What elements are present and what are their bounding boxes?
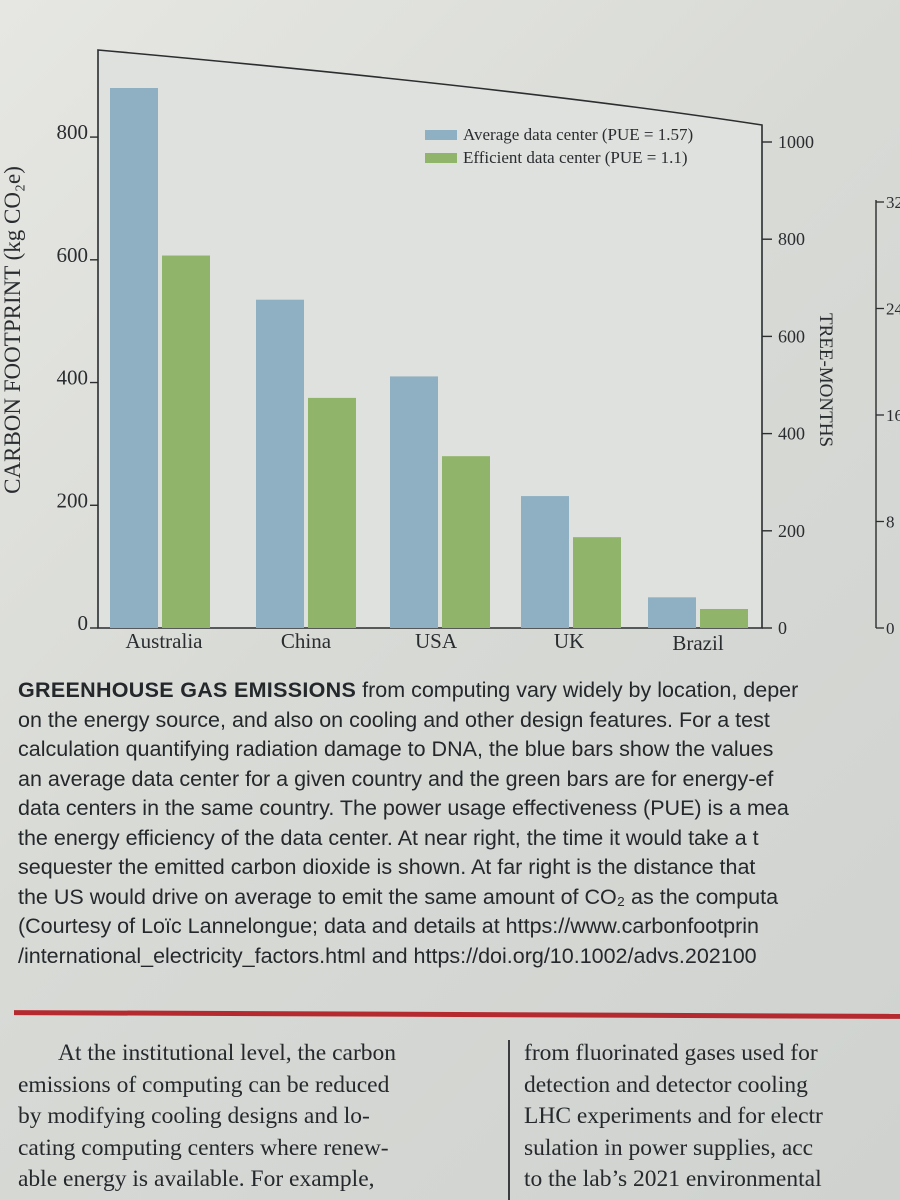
body-line: able energy is available. For example, — [18, 1166, 375, 1192]
y3-tick-label: 8 — [886, 513, 895, 532]
caption-line: the US would drive on average to emit th… — [18, 884, 779, 909]
y2-tick-label: 0 — [778, 618, 787, 638]
body-line: from fluorinated gases used for — [524, 1040, 818, 1066]
caption-line: calculation quantifying radiation damage… — [18, 737, 774, 761]
y-axis-label: CARBON FOOTPRINT (kg CO₂e) — [0, 166, 25, 494]
caption-line: (Courtesy of Loïc Lannelongue; data and … — [18, 914, 760, 938]
bars-group — [110, 88, 748, 629]
body-line: At the institutional level, the carbon — [58, 1040, 397, 1066]
caption-line: on the energy source, and also on coolin… — [18, 707, 770, 732]
bar-china-average — [256, 299, 304, 628]
bar-china-efficient — [308, 397, 356, 628]
section-divider-rule — [13, 1010, 900, 1019]
body-line: to the lab’s 2021 environmental — [524, 1166, 822, 1192]
legend: Average data center (PUE = 1.57) Efficie… — [425, 125, 693, 167]
y-tick-label: 0 — [78, 611, 89, 635]
legend-swatch-average — [425, 130, 457, 140]
x-tick-label: Australia — [126, 629, 204, 653]
bar-brazil-efficient — [700, 608, 748, 628]
y-axis-far-right: 0 8 16 24 32 — [876, 193, 900, 638]
y-axis-right: 0 200 400 600 800 1000 — [762, 132, 814, 638]
legend-label-average: Average data center (PUE = 1.57) — [463, 125, 693, 144]
figure-caption: GREENHOUSE GAS EMISSIONS from computing … — [18, 676, 900, 971]
bar-usa-efficient — [442, 456, 490, 628]
bar-australia-efficient — [162, 255, 210, 629]
x-axis-labels: Australia China USA UK Brazil — [126, 629, 724, 655]
y-tick-label: 400 — [57, 366, 89, 390]
body-line: detection and detector cooling — [524, 1071, 808, 1098]
caption-line-0-text: from computing vary widely by location, … — [356, 678, 799, 702]
column-divider — [508, 1040, 510, 1200]
y2-axis-label: TREE-MONTHS — [815, 313, 836, 447]
caption-line-0: GREENHOUSE GAS EMISSIONS from computing … — [18, 676, 900, 706]
body-line: cating computing centers where renew- — [18, 1134, 389, 1161]
y2-tick-label: 400 — [778, 424, 805, 444]
legend-swatch-efficient — [425, 153, 457, 163]
x-tick-label: China — [281, 629, 332, 653]
body-line: by modifying cooling designs and lo- — [18, 1103, 370, 1129]
bar-uk-efficient — [573, 537, 621, 628]
bar-usa-average — [390, 376, 438, 628]
y2-tick-label: 200 — [778, 521, 805, 541]
legend-label-efficient: Efficient data center (PUE = 1.1) — [463, 148, 688, 167]
y3-tick-label: 24 — [886, 300, 900, 319]
bar-brazil-average — [648, 597, 696, 628]
bar-uk-average — [521, 496, 569, 628]
body-text-left-column: At the institutional level, the carbon e… — [18, 1038, 498, 1196]
y-tick-label: 200 — [57, 488, 89, 512]
body-text-right-column: from fluorinated gases used for detectio… — [524, 1038, 900, 1196]
caption-line: /international_electricity_factors.html … — [18, 943, 757, 968]
caption-line: the energy efficiency of the data center… — [18, 825, 759, 850]
y3-tick-label: 16 — [886, 406, 900, 425]
y3-tick-label: 32 — [886, 193, 900, 212]
x-tick-label: Brazil — [672, 631, 723, 655]
y2-tick-label: 1000 — [778, 132, 814, 152]
y2-tick-label: 800 — [778, 229, 805, 249]
bar-australia-average — [110, 88, 158, 628]
x-tick-label: UK — [554, 629, 584, 653]
caption-line: data centers in the same country. The po… — [18, 796, 789, 820]
y-axis-left: 0 200 400 600 800 — [57, 120, 98, 635]
caption-line: an average data center for a given count… — [18, 766, 774, 791]
caption-heading: GREENHOUSE GAS EMISSIONS — [18, 678, 357, 702]
body-line: sulation in power supplies, acc — [524, 1134, 814, 1161]
y2-tick-label: 600 — [778, 326, 805, 346]
y-tick-label: 800 — [57, 120, 89, 144]
caption-line: sequester the emitted carbon dioxide is … — [18, 855, 756, 879]
body-line: emissions of computing can be reduced — [18, 1071, 390, 1098]
x-tick-label: USA — [415, 629, 458, 653]
y-tick-label: 600 — [57, 243, 89, 267]
y3-tick-label: 0 — [886, 619, 895, 638]
body-line: LHC experiments and for electr — [524, 1103, 823, 1129]
